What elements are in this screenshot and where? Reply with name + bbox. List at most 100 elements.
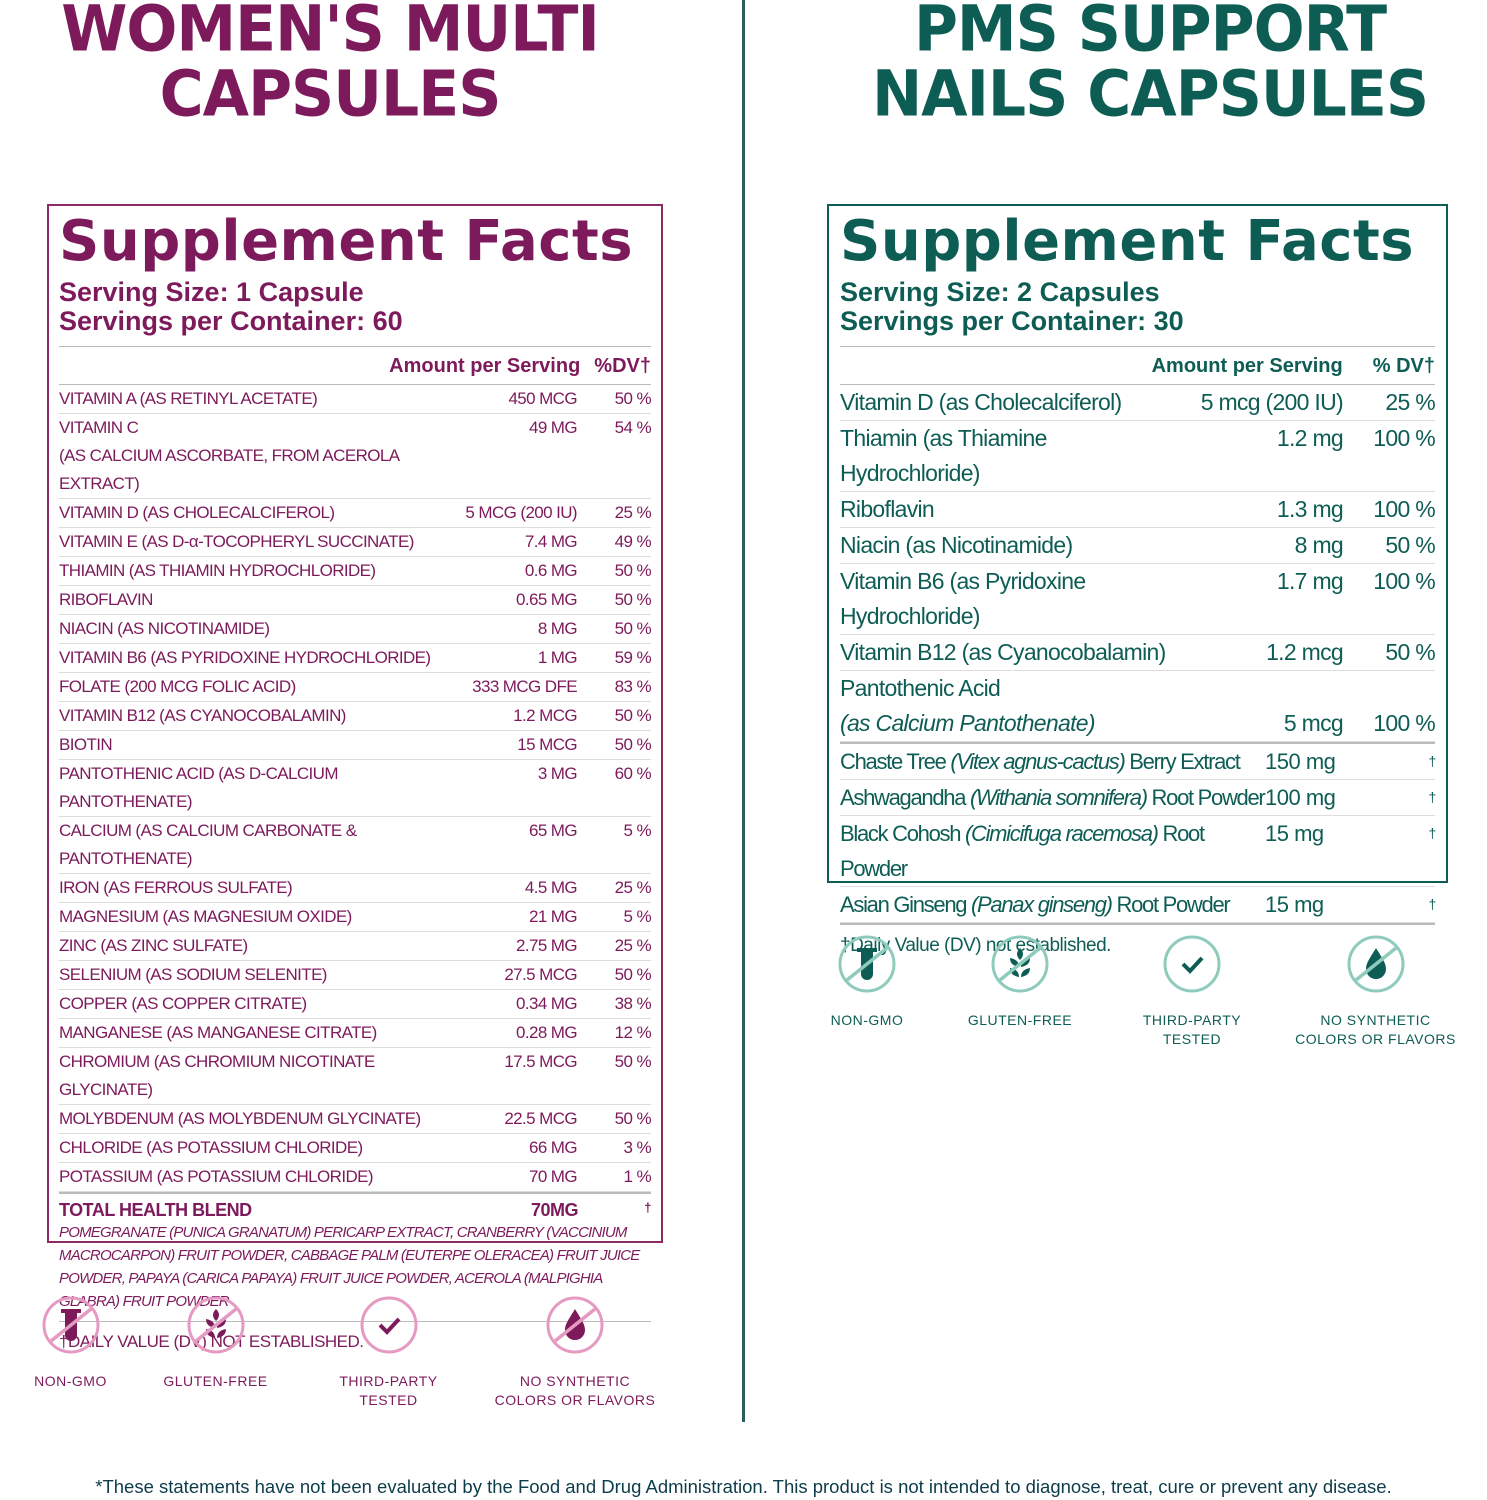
nutrient-row: VITAMIN D (AS CHOLECALCIFEROL) 5 MCG (200… [59,499,652,528]
nutrient-name: RIBOFLAVIN [59,586,437,614]
nutrient-name: Vitamin D (as Cholecalciferol) [840,385,1183,420]
nutrient-dv: 50 % [614,389,652,408]
herb-row: Ashwagandha (Withania somnifera) Root Po… [840,780,1436,816]
nutrient-amount: 21 MG [528,907,578,926]
nutrient-name: CALCIUM (AS CALCIUM CARBONATE & PANTOTHE… [59,817,437,873]
nutrient-dv: 50 % [614,965,652,984]
nutrient-row: Vitamin B12 (as Cyanocobalamin) 1.2 mcg 50… [840,635,1436,671]
nutrient-dv: 83 % [614,677,652,696]
badge-label-line1: THIRD-PARTY [1142,1012,1242,1028]
herb-common: Ashwagandha [840,785,970,810]
test-tube-crossed-icon [41,1295,101,1372]
nutrient-dv: 49 % [614,532,652,551]
nutrient-amount: 65 MG [528,821,578,840]
herb-common: Black Cohosh [840,821,965,846]
badge-label-line2: TESTED [359,1392,418,1408]
nutrient-amount: 66 MG [528,1138,578,1157]
herb-row: Black Cohosh (Cimicifuga racemosa) Root … [840,816,1436,887]
badge: NO SYNTHETIC COLORS OR FLAVORS [475,1295,675,1410]
nutrient-row: VITAMIN E (AS D-α-TOCOPHERYL SUCCINATE) 7… [59,528,652,557]
nutrient-dv: 100 % [1373,568,1435,594]
nutrient-name: Vitamin B6 (as Pyridoxine Hydrochloride) [840,564,1183,634]
herb-dv: † [1428,896,1437,912]
herb-rows: Chaste Tree (Vitex agnus-cactus) Berry E… [840,744,1437,925]
badge-label-line2: TESTED [1162,1031,1222,1047]
nutrient-row: Pantothenic Acid (as Calcium Pantothenate… [840,671,1436,742]
nutrient-name-text: VITAMIN B12 (AS CYANOCOBALAMIN) [59,706,346,725]
nutrient-dv: 50 % [614,619,652,638]
herb-common: Asian Ginseng [840,892,971,917]
nutrient-dv: 50 % [614,590,652,609]
amount-header: Amount per Serving [1151,355,1343,377]
nutrient-name: MAGNESIUM (AS MAGNESIUM OXIDE) [59,903,437,931]
nutrient-name: NIACIN (AS NICOTINAMIDE) [59,615,437,643]
drop-crossed-icon [1346,934,1406,1011]
nutrient-name-text: FOLATE (200 MCG FOLIC ACID) [59,677,296,696]
nutrient-row: ZINC (AS ZINC SULFATE) 2.75 MG 25 % [59,932,652,961]
servings-per-container: Servings per Container: 60 [59,306,403,336]
badge-label-line1: THIRD-PARTY [339,1373,438,1389]
column-header: Amount per Serving % DV† [840,347,1435,385]
herb-row: Chaste Tree (Vitex agnus-cactus) Berry E… [840,744,1436,780]
nutrient-row: Vitamin D (as Cholecalciferol) 5 mcg (200… [840,385,1436,421]
servings-per-container: Servings per Container: 30 [840,306,1184,336]
nutrient-amount: 17.5 MCG [504,1052,577,1071]
nutrient-name: VITAMIN A (AS RETINYL ACETATE) [59,385,437,413]
herb-name: Asian Ginseng (Panax ginseng) Root Powde… [840,887,1265,922]
badge-label-line1: NO SYNTHETIC [519,1373,631,1389]
nutrient-amount: 1.7 mg [1276,568,1344,594]
nutrient-name: VITAMIN B6 (AS PYRIDOXINE HYDROCHLORIDE) [59,644,437,672]
nutrient-name: MANGANESE (AS MANGANESE CITRATE) [59,1019,437,1047]
nutrient-row: VITAMIN A (AS RETINYL ACETATE) 450 MCG 50 … [59,385,652,414]
herb-common: Chaste Tree [840,749,951,774]
nutrient-name: MOLYBDENUM (AS MOLYBDENUM GLYCINATE) [59,1105,437,1133]
nutrient-amount: 1.2 mcg [1266,639,1344,665]
nutrient-row: PANTOTHENIC ACID (AS D-CALCIUM PANTOTHEN… [59,760,652,817]
badge-label-line1: GLUTEN-FREE [163,1373,268,1389]
blend-ingredients: POMEGRANATE (PUNICA GRANATUM) PERICARP E… [59,1221,651,1322]
nutrient-amount: 22.5 MCG [504,1109,577,1128]
title-line: CAPSULES [159,57,502,132]
nutrient-amount: 1.2 MCG [513,706,577,725]
amount-header: Amount per Serving [389,355,581,377]
herb-name: Chaste Tree (Vitex agnus-cactus) Berry E… [840,744,1265,779]
nutrient-dv: 54 % [614,418,652,437]
herb-part: Berry Extract [1124,749,1241,774]
nutrient-name: CHLORIDE (AS POTASSIUM CHLORIDE) [59,1134,437,1162]
nutrient-name: VITAMIN C (AS CALCIUM ASCORBATE, FROM ACE… [59,414,437,498]
nutrient-amount: 27.5 MCG [504,965,577,984]
title-line: NAILS CAPSULES [871,57,1429,132]
badge: GLUTEN-FREE [934,934,1106,1049]
wheat-crossed-icon [990,934,1050,1011]
nutrient-amount: 2.75 MG [516,936,578,955]
nutrient-name: Thiamin (as Thiamine Hydrochloride) [840,421,1183,491]
nutrient-name: COPPER (AS COPPER CITRATE) [59,990,437,1018]
herb-latin: (Panax ginseng) [971,892,1113,917]
nutrient-dv: 25 % [614,936,652,955]
nutrient-row: Riboflavin 1.3 mg 100 % [840,492,1436,528]
title-line: WOMEN'S MULTI [61,0,600,67]
herb-amount: 150 mg [1265,749,1336,774]
test-tube-crossed-icon [837,934,897,1011]
nutrient-row: Thiamin (as Thiamine Hydrochloride) 1.2 m… [840,421,1436,492]
left-supplement-facts: Supplement Facts Serving Size: 1 Capsule… [47,204,663,1351]
nutrient-name-text: MANGANESE (AS MANGANESE CITRATE) [59,1023,377,1042]
herb-name: Black Cohosh (Cimicifuga racemosa) Root … [840,816,1265,886]
badge: NON-GMO [800,934,934,1049]
herb-latin: (Vitex agnus-cactus) [950,749,1125,774]
nutrient-row: MANGANESE (AS MANGANESE CITRATE) 0.28 MG 1… [59,1019,652,1048]
nutrient-amount: 5 mcg (200 IU) [1200,389,1344,415]
nutrient-dv: 50 % [1385,532,1435,558]
nutrient-dv: 25 % [614,503,652,522]
divider [742,0,745,1422]
herb-part: Root Powder [1111,892,1231,917]
nutrient-row: MAGNESIUM (AS MAGNESIUM OXIDE) 21 MG 5 % [59,903,652,932]
nutrient-row: CHLORIDE (AS POTASSIUM CHLORIDE) 66 MG 3 % [59,1134,652,1163]
nutrient-dv: 5 % [623,907,652,926]
nutrient-name: Niacin (as Nicotinamide) [840,528,1183,563]
nutrient-dv: 3 % [623,1138,652,1157]
nutrient-name-text: THIAMIN (AS THIAMIN HYDROCHLORIDE) [59,561,376,580]
nutrient-name-text: VITAMIN C [59,418,139,437]
badge-label-line1: GLUTEN-FREE [967,1012,1073,1028]
nutrient-amount: 1.2 mg [1276,425,1344,451]
